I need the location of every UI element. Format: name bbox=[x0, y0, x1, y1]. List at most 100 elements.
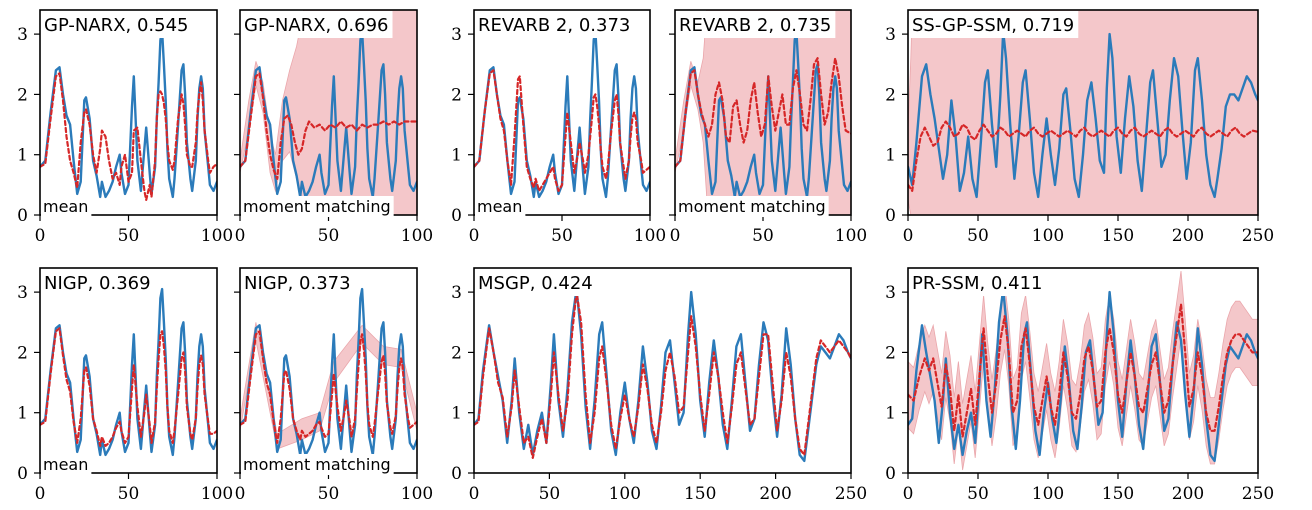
plot-frame bbox=[907, 267, 1259, 474]
y-tick-label: 2 bbox=[451, 85, 462, 105]
x-tick-label: 100 bbox=[401, 484, 433, 504]
y-tick-label: 1 bbox=[17, 404, 28, 424]
panel-note: moment matching bbox=[678, 197, 826, 216]
panel-title: REVARB 2, 0.735 bbox=[679, 15, 831, 36]
subplot-2: 0 50 100 GP-NARX, 0.696 moment matching bbox=[234, 9, 433, 246]
x-tick-label: 200 bbox=[1172, 226, 1204, 246]
series-line-ground-truth bbox=[474, 29, 650, 199]
x-tick-label: 0 bbox=[35, 484, 46, 504]
x-tick-label: 150 bbox=[1102, 226, 1134, 246]
x-tick-label: 0 bbox=[235, 484, 246, 504]
y-tick-label: 0 bbox=[17, 464, 28, 484]
y-tick-label: 0 bbox=[451, 464, 462, 484]
subplot-9: 0 1 2 3 0 50 100 150 200 250 PR-SSM, 0.411 bbox=[885, 267, 1274, 504]
x-tick-label: 50 bbox=[967, 484, 989, 504]
subplot-8: 0 1 2 3 0 50 100 150 200 250 MSGP, 0.424 bbox=[451, 267, 867, 504]
y-tick-label: 1 bbox=[451, 146, 462, 166]
panel-title: NIGP, 0.369 bbox=[44, 273, 151, 294]
series-line-ground-truth bbox=[908, 287, 1258, 463]
uncertainty-band bbox=[240, 322, 417, 450]
x-tick-label: 250 bbox=[835, 484, 867, 504]
y-tick-label: 3 bbox=[885, 283, 896, 303]
y-tick-label: 2 bbox=[17, 85, 28, 105]
subplot-6: 0 1 2 3 0 50 100 NIGP, 0.369 mean bbox=[17, 267, 233, 504]
panel-note: moment matching bbox=[243, 455, 391, 474]
x-tick-label: 50 bbox=[318, 484, 340, 504]
series-line-prediction bbox=[474, 291, 851, 459]
panel-title: PR-SSM, 0.411 bbox=[912, 273, 1042, 294]
plot-area bbox=[908, 10, 1258, 215]
x-tick-label: 100 bbox=[401, 226, 433, 246]
series-line-prediction bbox=[908, 303, 1258, 438]
y-tick-label: 0 bbox=[451, 206, 462, 226]
panel-note: mean bbox=[43, 197, 88, 216]
plot-area bbox=[474, 287, 851, 463]
x-tick-label: 250 bbox=[1242, 226, 1274, 246]
x-tick-label: 250 bbox=[1242, 484, 1274, 504]
subplot-4: 0 50 100 REVARB 2, 0.735 moment matching bbox=[669, 9, 867, 246]
y-tick-label: 0 bbox=[17, 206, 28, 226]
x-tick-label: 100 bbox=[1032, 226, 1064, 246]
subplot-5: 0 1 2 3 0 50 100 150 200 250 SS-GP-SSM, 0.719 bbox=[885, 9, 1274, 246]
x-tick-label: 100 bbox=[609, 484, 641, 504]
x-tick-label: 0 bbox=[903, 226, 914, 246]
series-line-prediction bbox=[675, 57, 851, 168]
y-tick-label: 1 bbox=[17, 146, 28, 166]
y-tick-label: 3 bbox=[17, 25, 28, 45]
x-tick-label: 50 bbox=[967, 226, 989, 246]
x-tick-label: 0 bbox=[469, 484, 480, 504]
x-tick-label: 200 bbox=[759, 484, 791, 504]
x-tick-label: 100 bbox=[201, 484, 233, 504]
y-tick-label: 1 bbox=[885, 146, 896, 166]
x-tick-label: 50 bbox=[118, 484, 140, 504]
y-tick-label: 0 bbox=[885, 464, 896, 484]
y-tick-label: 3 bbox=[451, 25, 462, 45]
x-tick-label: 100 bbox=[201, 226, 233, 246]
plot-area bbox=[675, 10, 851, 215]
y-tick-label: 2 bbox=[885, 343, 896, 363]
subplot-7: 0 50 100 NIGP, 0.373 moment matching bbox=[234, 267, 433, 504]
plot-area bbox=[40, 29, 217, 201]
series-line-ground-truth bbox=[474, 287, 851, 463]
x-tick-label: 50 bbox=[539, 484, 561, 504]
plot-area bbox=[240, 10, 417, 215]
plot-area bbox=[474, 29, 650, 199]
x-tick-label: 0 bbox=[670, 226, 681, 246]
panel-title: GP-NARX, 0.545 bbox=[44, 15, 189, 36]
x-tick-label: 100 bbox=[1032, 484, 1064, 504]
panel-title: GP-NARX, 0.696 bbox=[244, 15, 389, 36]
x-tick-label: 0 bbox=[235, 226, 246, 246]
panel-title: REVARB 2, 0.373 bbox=[478, 15, 630, 36]
series-line-prediction bbox=[240, 72, 417, 180]
y-tick-label: 3 bbox=[451, 283, 462, 303]
x-tick-label: 50 bbox=[752, 226, 774, 246]
series-line-ground-truth bbox=[40, 29, 217, 199]
x-tick-label: 50 bbox=[318, 226, 340, 246]
plot-frame bbox=[473, 267, 852, 474]
plot-area bbox=[40, 287, 217, 457]
series-line-prediction bbox=[474, 69, 650, 192]
y-tick-label: 1 bbox=[451, 404, 462, 424]
x-tick-label: 150 bbox=[1102, 484, 1134, 504]
subplot-1: 0 1 2 3 0 50 100 GP-NARX, 0.545 mean bbox=[17, 9, 233, 246]
x-tick-label: 100 bbox=[835, 226, 867, 246]
series-line-prediction bbox=[40, 327, 217, 447]
y-tick-label: 2 bbox=[451, 343, 462, 363]
plot-area bbox=[908, 270, 1258, 471]
panel-note: moment matching bbox=[243, 197, 391, 216]
subplot-3: 0 1 2 3 0 50 100 REVARB 2, 0.373 mean bbox=[451, 9, 666, 246]
y-tick-label: 3 bbox=[885, 25, 896, 45]
x-tick-label: 100 bbox=[634, 226, 666, 246]
series-line-prediction bbox=[240, 330, 417, 444]
x-tick-label: 50 bbox=[551, 226, 573, 246]
plot-frame bbox=[907, 9, 1259, 216]
panel-title: NIGP, 0.373 bbox=[244, 273, 351, 294]
plot-area bbox=[240, 287, 417, 457]
series-line-prediction bbox=[908, 120, 1258, 192]
series-line-ground-truth bbox=[240, 29, 417, 199]
y-tick-label: 2 bbox=[17, 343, 28, 363]
x-tick-label: 200 bbox=[1172, 484, 1204, 504]
series-line-ground-truth bbox=[240, 287, 417, 457]
series-line-ground-truth bbox=[675, 29, 851, 199]
